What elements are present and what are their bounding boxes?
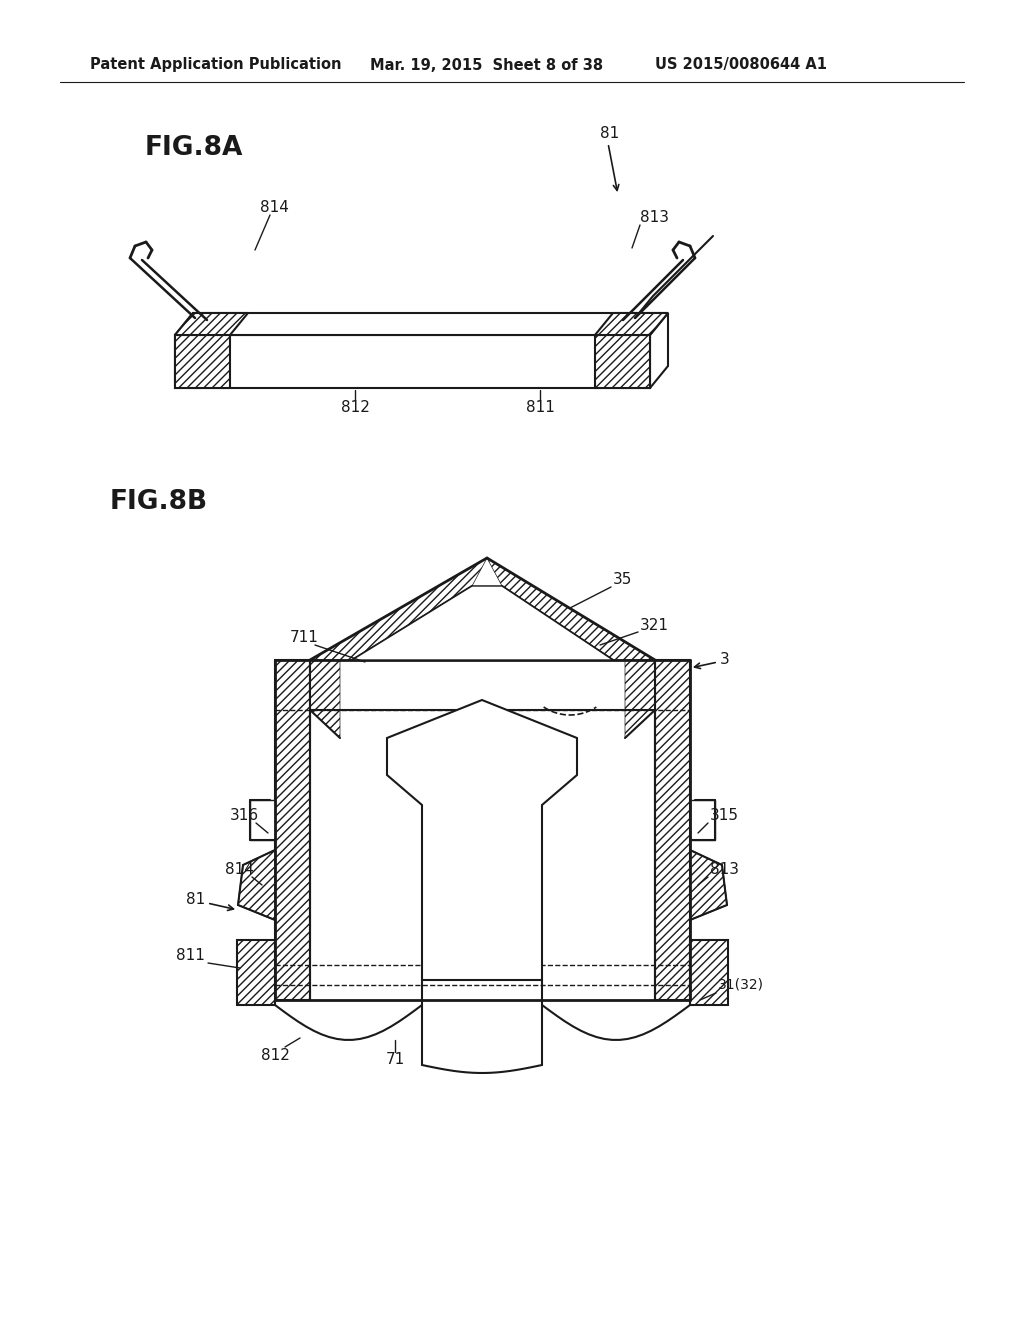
Polygon shape bbox=[595, 313, 668, 335]
Text: 814: 814 bbox=[260, 201, 289, 215]
Text: 813: 813 bbox=[640, 210, 669, 226]
Text: 321: 321 bbox=[640, 618, 669, 632]
Polygon shape bbox=[690, 850, 727, 920]
Text: FIG.8A: FIG.8A bbox=[145, 135, 244, 161]
Polygon shape bbox=[175, 313, 248, 335]
Polygon shape bbox=[175, 313, 668, 335]
Text: Patent Application Publication: Patent Application Publication bbox=[90, 58, 341, 73]
Text: Mar. 19, 2015  Sheet 8 of 38: Mar. 19, 2015 Sheet 8 of 38 bbox=[370, 58, 603, 73]
Text: 316: 316 bbox=[230, 808, 259, 822]
Text: 811: 811 bbox=[176, 948, 205, 962]
Polygon shape bbox=[690, 940, 728, 1005]
Polygon shape bbox=[175, 335, 650, 388]
Polygon shape bbox=[237, 940, 275, 1005]
Polygon shape bbox=[625, 660, 655, 738]
Polygon shape bbox=[352, 586, 613, 660]
Polygon shape bbox=[690, 800, 715, 840]
Text: 71: 71 bbox=[385, 1052, 404, 1068]
Text: 81: 81 bbox=[600, 125, 620, 140]
Polygon shape bbox=[310, 660, 340, 738]
Polygon shape bbox=[487, 558, 655, 660]
Text: 315: 315 bbox=[710, 808, 739, 822]
Text: US 2015/0080644 A1: US 2015/0080644 A1 bbox=[655, 58, 827, 73]
Text: 711: 711 bbox=[290, 630, 318, 644]
Text: 812: 812 bbox=[341, 400, 370, 416]
Text: FIG.8B: FIG.8B bbox=[110, 488, 208, 515]
Text: 814: 814 bbox=[225, 862, 254, 878]
Text: 81: 81 bbox=[185, 892, 205, 908]
Polygon shape bbox=[238, 850, 275, 920]
Text: 31(32): 31(32) bbox=[718, 978, 764, 993]
Text: 812: 812 bbox=[260, 1048, 290, 1063]
Polygon shape bbox=[250, 800, 275, 840]
Polygon shape bbox=[275, 660, 310, 1001]
Text: 3: 3 bbox=[720, 652, 730, 668]
Text: 35: 35 bbox=[613, 573, 633, 587]
Polygon shape bbox=[655, 660, 690, 1001]
Polygon shape bbox=[175, 335, 230, 388]
Text: 813: 813 bbox=[710, 862, 739, 878]
Polygon shape bbox=[650, 313, 668, 388]
Polygon shape bbox=[310, 558, 487, 660]
Polygon shape bbox=[595, 335, 650, 388]
Text: 811: 811 bbox=[525, 400, 554, 416]
Polygon shape bbox=[387, 700, 577, 979]
